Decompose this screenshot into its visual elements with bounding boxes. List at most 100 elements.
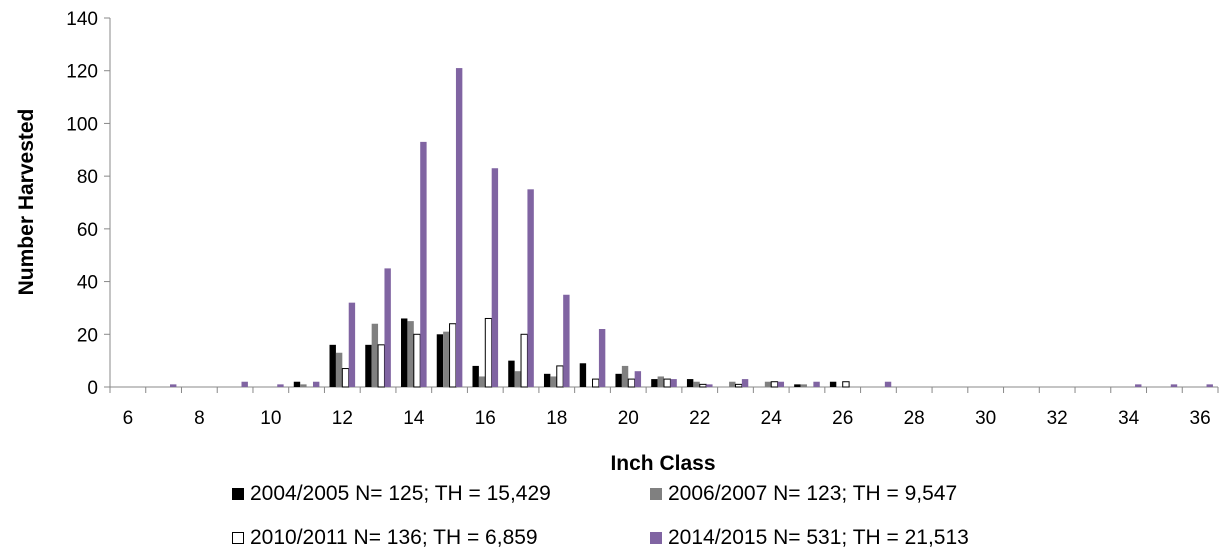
bar-series-2-inch-12 (335, 352, 343, 387)
axes-layer (104, 17, 1219, 393)
bar-series-3-inch-21 (663, 378, 671, 388)
bar-series-1-inch-12 (329, 344, 336, 387)
legend-label: 2010/2011 N= 136; TH = 6,859 (250, 526, 538, 549)
legend-item-2010-2011: 2010/2011 N= 136; TH = 6,859 (232, 526, 538, 550)
bar-series-1-inch-14 (401, 318, 408, 387)
bar-series-4-inch-12 (348, 302, 356, 387)
bar-series-2-inch-15 (443, 331, 450, 387)
bar-series-3-inch-23 (734, 383, 743, 388)
bar-series-1-inch-20 (615, 373, 622, 387)
x-tick-label: 18 (546, 408, 567, 429)
y-tick-label: 140 (66, 9, 98, 30)
tick-labels-layer: 0 20 40 60 80 100 120 140 6 8 10 12 14 16 18 20 22 24 26 28… (66, 9, 1210, 429)
bar-series-3-inch-24 (770, 381, 779, 388)
bar-series-2-inch-13 (371, 323, 379, 387)
y-tick-label: 60 (77, 220, 98, 241)
y-tick-label: 20 (77, 325, 98, 346)
x-tick-label: 26 (832, 408, 853, 429)
bar-series-2-inch-16 (478, 376, 486, 387)
bar-series-2-inch-18 (550, 376, 557, 387)
bar-series-2-inch-20 (621, 365, 629, 387)
bar-series-4-inch-10 (277, 384, 284, 387)
bar-series-4-inch-23 (741, 379, 749, 387)
bar-series-1-inch-19 (579, 363, 587, 387)
bar-series-3-inch-13 (377, 344, 385, 388)
bar-series-4-inch-24 (777, 381, 785, 387)
x-tick-label: 28 (904, 408, 925, 429)
bar-series-4-inch-11 (312, 381, 320, 387)
legend-swatch-purple (650, 532, 662, 544)
y-tick-label: 0 (87, 378, 98, 399)
bar-series-4-inch-19 (598, 329, 606, 387)
bar-series-4-inch-21 (670, 379, 677, 387)
x-tick-label: 32 (1047, 408, 1068, 429)
bar-series-3-inch-17 (520, 333, 528, 388)
x-tick-label: 14 (403, 408, 425, 429)
bar-series-3-inch-20 (627, 378, 636, 388)
bar-series-2-inch-24 (764, 381, 772, 387)
bar-series-4-inch-18 (563, 294, 570, 387)
bar-series-4-inch-15 (455, 68, 463, 387)
bar-series-1-inch-15 (436, 334, 444, 387)
bar-series-3-inch-26 (842, 381, 850, 388)
bar-series-2-inch-11 (300, 384, 307, 387)
bar-series-2-inch-14 (407, 321, 414, 387)
bar-series-4-inch-25 (813, 381, 820, 387)
bar-series-2-inch-25 (800, 384, 807, 387)
bar-series-1-inch-25 (794, 384, 801, 387)
y-tick-label: 100 (66, 114, 98, 135)
bar-series-4-inch-9 (241, 381, 248, 387)
bar-series-2-inch-22 (693, 381, 700, 387)
x-tick-label: 16 (475, 408, 496, 429)
legend-item-2014-2015: 2014/2015 N= 531; TH = 21,513 (650, 526, 969, 550)
bar-series-3-inch-22 (699, 383, 707, 388)
bar-series-1-inch-16 (472, 365, 479, 387)
bar-series-4-inch-34 (1135, 384, 1142, 387)
bar-series-4-inch-14 (420, 141, 427, 387)
bar-series-4-inch-20 (634, 371, 642, 387)
legend-swatch-gray (650, 488, 662, 500)
bar-series-1-inch-11 (293, 381, 301, 387)
x-tick-label: 22 (689, 408, 710, 429)
legend-item-2006-2007: 2006/2007 N= 123; TH = 9,547 (650, 482, 957, 506)
bar-series-4-inch-27 (884, 381, 892, 387)
x-tick-label: 12 (332, 408, 353, 429)
legend: 2004/2005 N= 125; TH = 15,429 2006/2007 … (0, 478, 1222, 550)
bar-series-2-inch-23 (729, 381, 736, 387)
x-axis-title: Inch Class (610, 452, 715, 470)
legend-label: 2014/2015 N= 531; TH = 21,513 (668, 526, 969, 549)
y-tick-label: 120 (66, 62, 98, 83)
bar-series-4-inch-35 (1170, 384, 1178, 387)
x-tick-label: 6 (123, 408, 134, 429)
bar-series-4-inch-22 (706, 384, 713, 387)
bar-series-4-inch-7 (170, 384, 177, 387)
x-tick-label: 30 (975, 408, 996, 429)
bar-series-3-inch-15 (449, 323, 457, 388)
x-tick-label: 10 (260, 408, 281, 429)
bar-series-1-inch-21 (651, 379, 658, 387)
legend-label: 2004/2005 N= 125; TH = 15,429 (250, 482, 551, 505)
legend-label: 2006/2007 N= 123; TH = 9,547 (668, 482, 958, 505)
bar-series-1-inch-13 (365, 344, 372, 387)
x-tick-label: 20 (618, 408, 639, 429)
bars-layer (170, 68, 1213, 388)
x-tick-label: 36 (1190, 408, 1211, 429)
bar-series-1-inch-18 (543, 373, 551, 387)
harvest-chart: 0 20 40 60 80 100 120 140 6 8 10 12 14 16 18 20 22 24 26 28… (15, 9, 1219, 470)
bar-series-4-inch-16 (491, 168, 499, 387)
bar-series-4-inch-13 (384, 268, 391, 387)
x-tick-label: 24 (761, 408, 783, 429)
bar-series-3-inch-18 (556, 365, 564, 388)
bar-series-3-inch-14 (413, 333, 421, 388)
bar-series-1-inch-22 (686, 379, 694, 387)
bar-series-4-inch-36 (1206, 384, 1213, 387)
bar-series-2-inch-21 (657, 376, 664, 387)
bar-series-3-inch-19 (592, 378, 600, 388)
x-tick-label: 8 (194, 408, 205, 429)
y-axis-title: Number Harvested (15, 109, 38, 296)
bar-series-1-inch-26 (829, 381, 837, 387)
x-tick-label: 34 (1118, 408, 1140, 429)
y-tick-label: 80 (77, 167, 98, 188)
legend-swatch-black (232, 488, 244, 500)
bar-series-1-inch-17 (508, 360, 515, 387)
